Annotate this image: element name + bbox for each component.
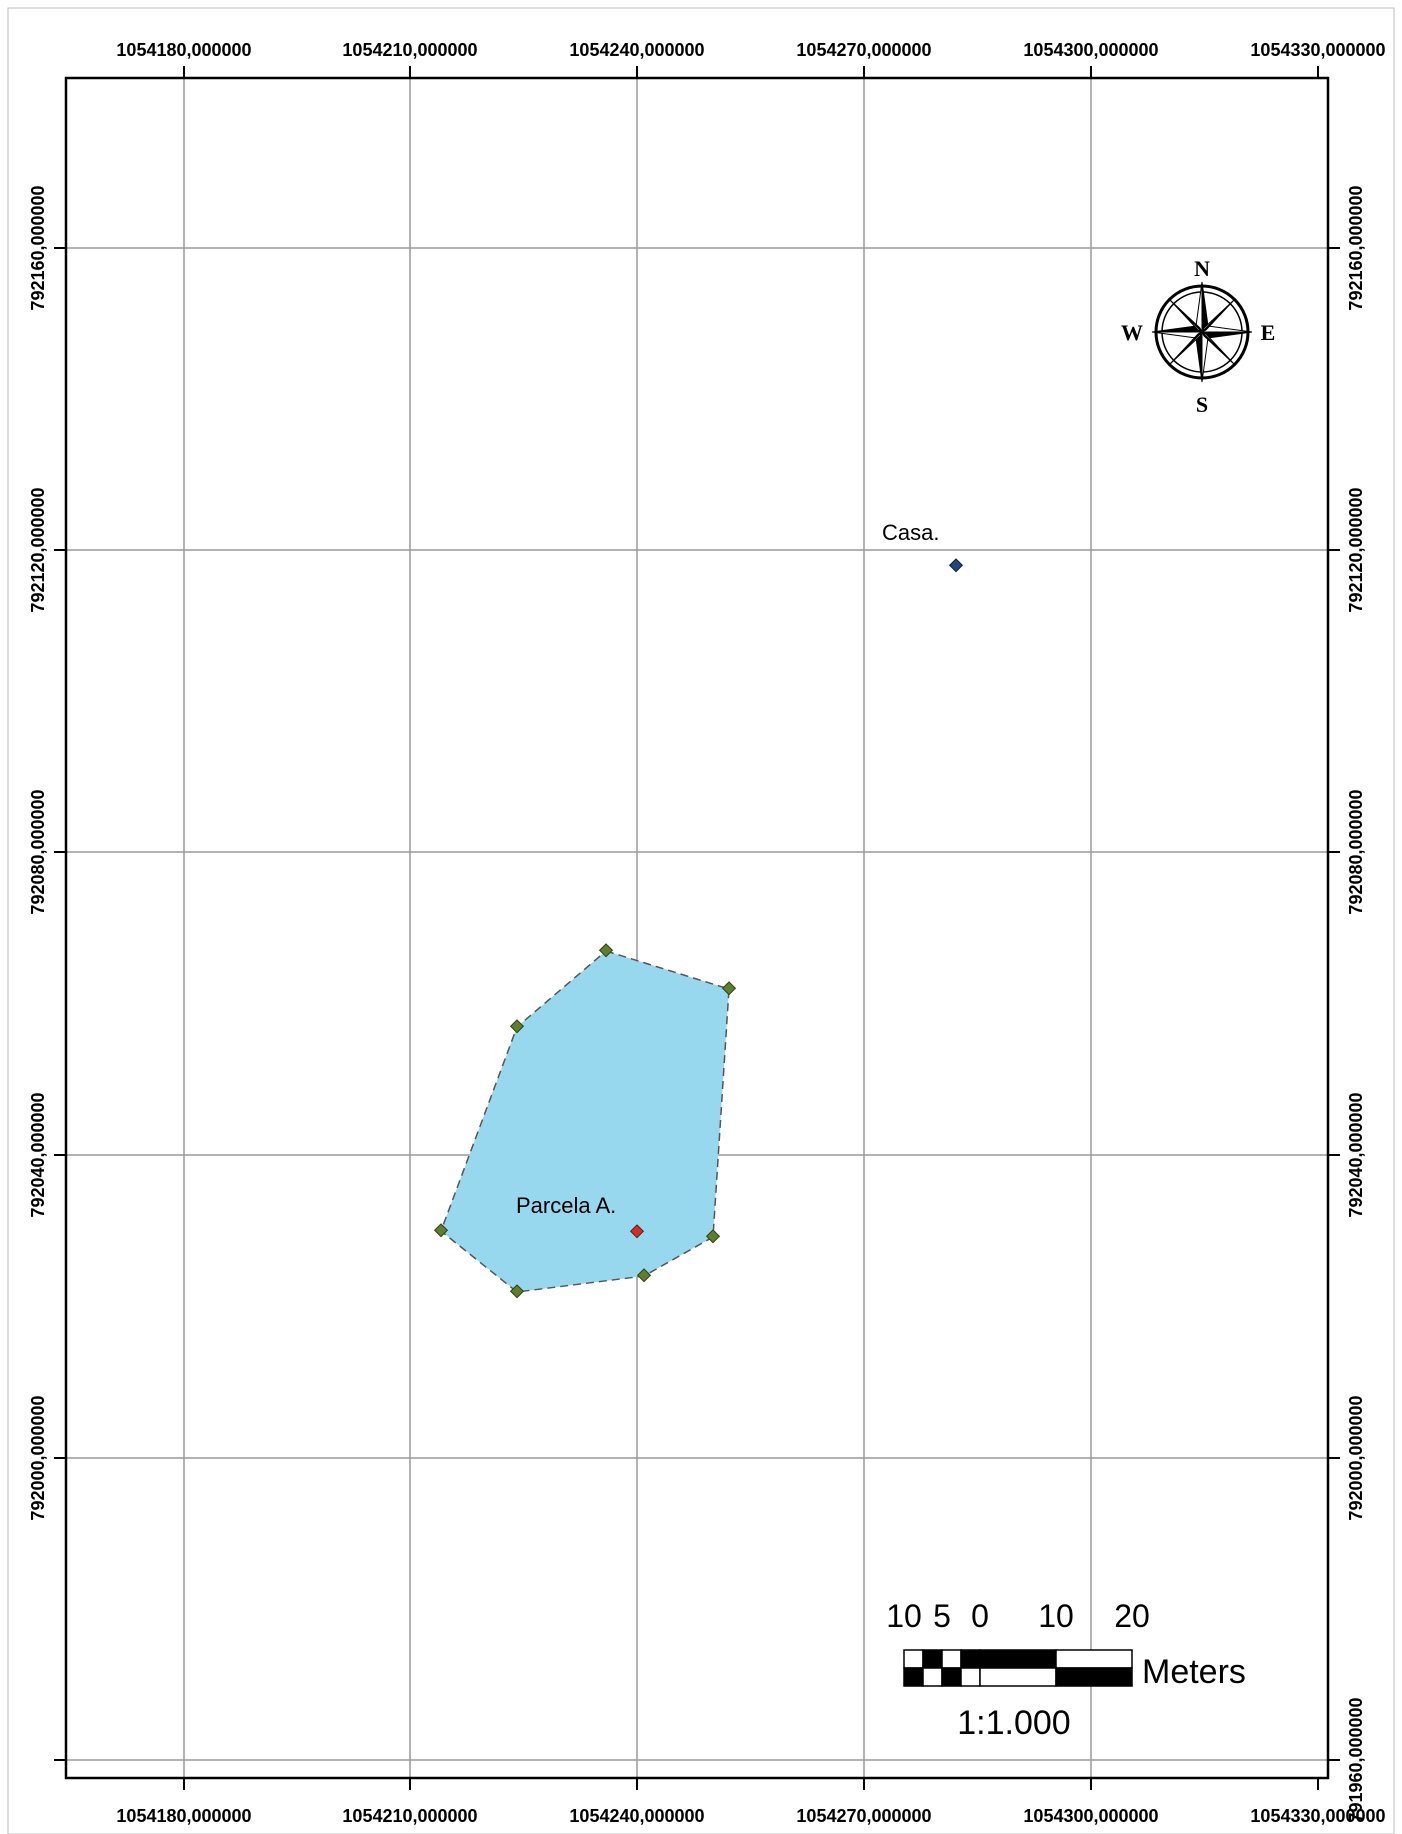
parcel-centroid-marker	[629, 1224, 645, 1239]
scale-bar-label: 10	[886, 1598, 922, 1634]
scale-bar-label: 0	[971, 1598, 989, 1634]
vertex-marker	[705, 1229, 721, 1244]
scale-bar-label: 5	[933, 1598, 951, 1634]
y-tick-label-left: 792080,000000	[28, 789, 48, 914]
parcel-vertices	[433, 943, 737, 1299]
vertex-marker	[509, 1284, 525, 1299]
x-tick-label-bottom: 1054240,000000	[569, 1806, 704, 1826]
x-tick-label-bottom: 1054330,000000	[1250, 1806, 1385, 1826]
scale-bar-segments	[903, 1649, 1133, 1687]
casa-point-marker[interactable]	[948, 558, 964, 573]
x-tick-label-top: 1054300,000000	[1023, 40, 1158, 60]
y-tick-label-right: 792040,000000	[1346, 1092, 1366, 1217]
map-frame	[64, 76, 1330, 1780]
compass-south-label: S	[1196, 392, 1208, 417]
vertex-marker	[433, 1223, 449, 1238]
parcel-polygon[interactable]	[440, 950, 730, 1293]
y-axis-labels-left: 792160,000000 792120,000000 792080,00000…	[28, 185, 48, 1520]
x-axis-labels-bottom: 1054180,000000 1054210,000000 1054240,00…	[116, 1806, 1385, 1826]
x-axis-labels-top: 1054180,000000 1054210,000000 1054240,00…	[116, 40, 1385, 60]
tick-marks	[54, 66, 1340, 1790]
scale-ratio: 1:1.000	[957, 1704, 1070, 1742]
x-tick-label-bottom: 1054300,000000	[1023, 1806, 1158, 1826]
x-tick-label-bottom: 1054210,000000	[342, 1806, 477, 1826]
north-arrow-icon: N S E W	[1121, 256, 1275, 417]
x-tick-label-top: 1054210,000000	[342, 40, 477, 60]
casa-feature[interactable]: Casa.	[882, 520, 964, 573]
compass-east-label: E	[1261, 320, 1276, 345]
vertex-marker	[509, 1019, 525, 1034]
scale-bar-unit: Meters	[1142, 1653, 1246, 1691]
parcel-a-feature[interactable]: Parcela A.	[433, 943, 737, 1299]
x-tick-label-bottom: 1054180,000000	[116, 1806, 251, 1826]
vertex-marker	[636, 1268, 652, 1283]
y-tick-label-left: 792040,000000	[28, 1092, 48, 1217]
y-tick-label-left: 792160,000000	[28, 185, 48, 310]
x-tick-label-top: 1054180,000000	[116, 40, 251, 60]
x-tick-label-top: 1054240,000000	[569, 40, 704, 60]
x-tick-label-bottom: 1054270,000000	[796, 1806, 931, 1826]
x-tick-label-top: 1054330,000000	[1250, 40, 1385, 60]
parcel-label: Parcela A.	[516, 1193, 616, 1218]
vertex-marker	[598, 943, 614, 958]
compass-west-label: W	[1121, 320, 1143, 345]
compass-north-label: N	[1194, 256, 1210, 281]
scale-bar-label: 20	[1114, 1598, 1150, 1634]
y-tick-label-right: 792000,000000	[1346, 1395, 1366, 1520]
y-tick-label-left: 792000,000000	[28, 1395, 48, 1520]
vertex-marker	[721, 981, 737, 996]
y-tick-label-right: 792160,000000	[1346, 185, 1366, 310]
y-tick-label-right: 792120,000000	[1346, 487, 1366, 612]
y-axis-labels-right: 792160,000000 792120,000000 792080,00000…	[1346, 185, 1366, 1822]
y-tick-label-right: 791960,000000	[1346, 1697, 1366, 1822]
scale-bar-label: 10	[1038, 1598, 1074, 1634]
scale-bar: 10 5 0 10 20 Meters 1:1.000	[886, 1598, 1246, 1742]
x-tick-label-top: 1054270,000000	[796, 40, 931, 60]
page-border	[7, 7, 1395, 1834]
y-tick-label-left: 792120,000000	[28, 487, 48, 612]
casa-label: Casa.	[882, 520, 939, 545]
y-tick-label-right: 792080,000000	[1346, 789, 1366, 914]
